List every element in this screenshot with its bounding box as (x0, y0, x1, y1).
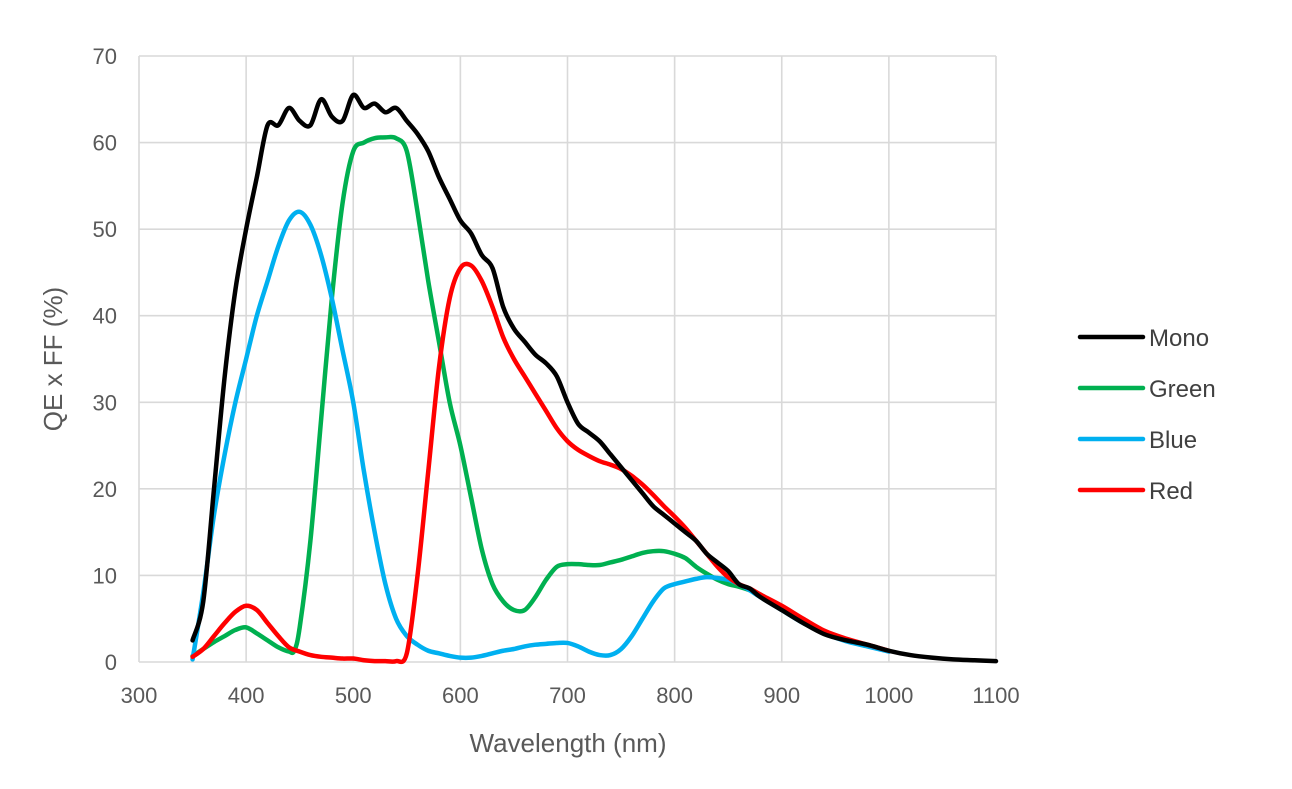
legend-label-red: Red (1149, 478, 1193, 505)
x-tick-labels: 300 400 500 600 700 800 900 1000 1100 (121, 683, 1020, 708)
x-tick-label: 1100 (972, 683, 1019, 708)
legend: Mono Green Blue Red (1077, 325, 1216, 505)
chart-grid (138, 55, 997, 663)
x-axis-title: Wavelength (nm) (470, 728, 667, 758)
x-tick-label: 800 (656, 683, 693, 708)
y-tick-label: 50 (93, 217, 117, 242)
legend-label-blue: Blue (1149, 427, 1197, 454)
y-tick-label: 60 (93, 131, 117, 156)
y-tick-labels: 0 10 20 30 40 50 60 70 (93, 44, 117, 675)
y-tick-label: 30 (93, 390, 117, 415)
x-tick-label: 300 (121, 683, 158, 708)
y-tick-label: 0 (105, 650, 117, 675)
y-axis-title: QE x FF (%) (38, 287, 68, 431)
series-lines (190, 92, 999, 665)
x-tick-label: 400 (228, 683, 265, 708)
y-tick-label: 20 (93, 477, 117, 502)
x-tick-label: 900 (763, 683, 800, 708)
x-tick-label: 700 (549, 683, 586, 708)
series-line-red (190, 261, 892, 665)
series-line-green (190, 134, 892, 659)
y-tick-label: 10 (93, 563, 117, 588)
series-line-mono (190, 92, 999, 664)
x-tick-label: 1000 (864, 683, 913, 708)
legend-label-mono: Mono (1149, 325, 1209, 352)
legend-label-green: Green (1149, 376, 1216, 403)
x-tick-label: 500 (335, 683, 372, 708)
y-tick-label: 40 (93, 304, 117, 329)
series-line-blue (190, 209, 892, 662)
y-tick-label: 70 (93, 44, 117, 69)
x-tick-label: 600 (442, 683, 479, 708)
